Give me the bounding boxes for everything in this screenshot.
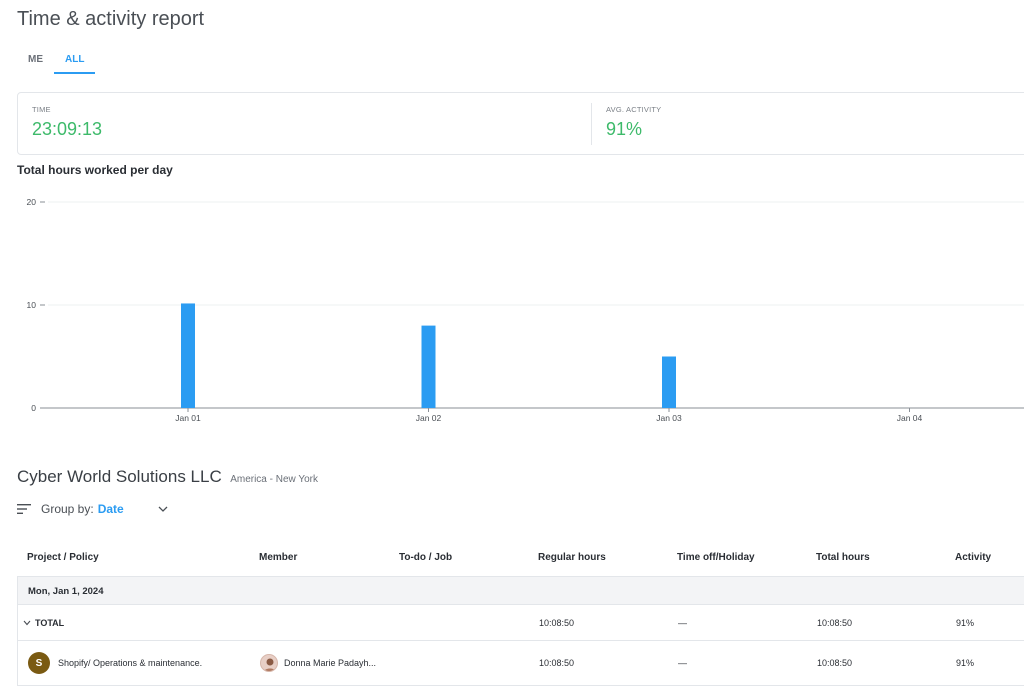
- view-tabs: ME ALL: [17, 52, 96, 74]
- stat-activity-value: 91%: [606, 119, 643, 139]
- sort-lines-icon: [17, 504, 31, 514]
- stat-time-label: TIME: [32, 105, 51, 114]
- member-avatar: [260, 654, 278, 672]
- member-name: Donna Marie Padayh...: [284, 658, 377, 668]
- stat-activity-label: AVG. ACTIVITY: [606, 105, 662, 114]
- row-time-off: —: [678, 658, 687, 668]
- total-time-off: —: [678, 618, 687, 628]
- table-row[interactable]: S Shopify/ Operations & maintenance. Don…: [17, 641, 1024, 686]
- row-total-hours: 10:08:50: [817, 658, 853, 668]
- date-group-label: Mon, Jan 1, 2024: [28, 586, 104, 597]
- tab-all[interactable]: ALL: [54, 52, 96, 74]
- company-timezone: America - New York: [230, 474, 318, 485]
- column-header[interactable]: Project / Policy: [27, 552, 99, 563]
- bar: [421, 325, 436, 408]
- row-activity: 91%: [956, 658, 975, 668]
- chevron-down-icon[interactable]: [23, 620, 31, 626]
- total-label: TOTAL: [35, 618, 65, 628]
- bar: [662, 356, 676, 408]
- column-header[interactable]: Member: [259, 552, 298, 563]
- row-regular-hours: 10:08:50: [539, 658, 575, 668]
- column-header[interactable]: To-do / Job: [399, 552, 453, 563]
- column-header[interactable]: Time off/Holiday: [677, 552, 755, 563]
- column-header[interactable]: Total hours: [816, 552, 870, 563]
- group-by-control[interactable]: Group by: Date: [17, 502, 168, 516]
- total-activity: 91%: [956, 618, 975, 628]
- total-hours: 10:08:50: [817, 618, 853, 628]
- total-regular-hours: 10:08:50: [539, 618, 575, 628]
- column-header[interactable]: Regular hours: [538, 552, 606, 563]
- hours-bar-chart: 0 10 20 Jan 01 Jan 02 Jan 03 Jan 04: [27, 197, 1024, 423]
- stat-time-value: 23:09:13: [32, 119, 103, 139]
- x-tick-label: Jan 02: [416, 413, 442, 423]
- tab-me[interactable]: ME: [28, 54, 43, 65]
- chevron-down-icon[interactable]: [158, 506, 168, 512]
- date-group-row: Mon, Jan 1, 2024: [17, 576, 1024, 605]
- x-tick-label: Jan 04: [897, 413, 923, 423]
- y-tick-label: 20: [27, 197, 37, 207]
- bar: [181, 303, 195, 408]
- table-header: Project / Policy Member To-do / Job Regu…: [17, 540, 1024, 576]
- column-header[interactable]: Activity: [955, 552, 992, 563]
- group-by-value[interactable]: Date: [97, 502, 124, 516]
- page-title: Time & activity report: [17, 8, 205, 30]
- person-icon: [263, 658, 277, 671]
- group-by-label: Group by:: [41, 502, 94, 516]
- company-header: Cyber World Solutions LLC America - New …: [17, 467, 318, 487]
- project-avatar: S: [28, 652, 50, 674]
- x-tick-label: Jan 03: [656, 413, 682, 423]
- y-tick-label: 10: [27, 300, 37, 310]
- company-name: Cyber World Solutions LLC: [17, 467, 222, 486]
- x-tick-label: Jan 01: [175, 413, 201, 423]
- stat-divider: [591, 103, 592, 145]
- chart-title: Total hours worked per day: [17, 163, 173, 177]
- stats-card: TIME 23:09:13 AVG. ACTIVITY 91%: [17, 92, 1024, 155]
- project-name: Shopify/ Operations & maintenance.: [58, 658, 203, 668]
- total-row[interactable]: TOTAL 10:08:50 — 10:08:50 91%: [17, 605, 1024, 641]
- y-tick-label: 0: [31, 403, 36, 413]
- report-table: Project / Policy Member To-do / Job Regu…: [17, 540, 1024, 686]
